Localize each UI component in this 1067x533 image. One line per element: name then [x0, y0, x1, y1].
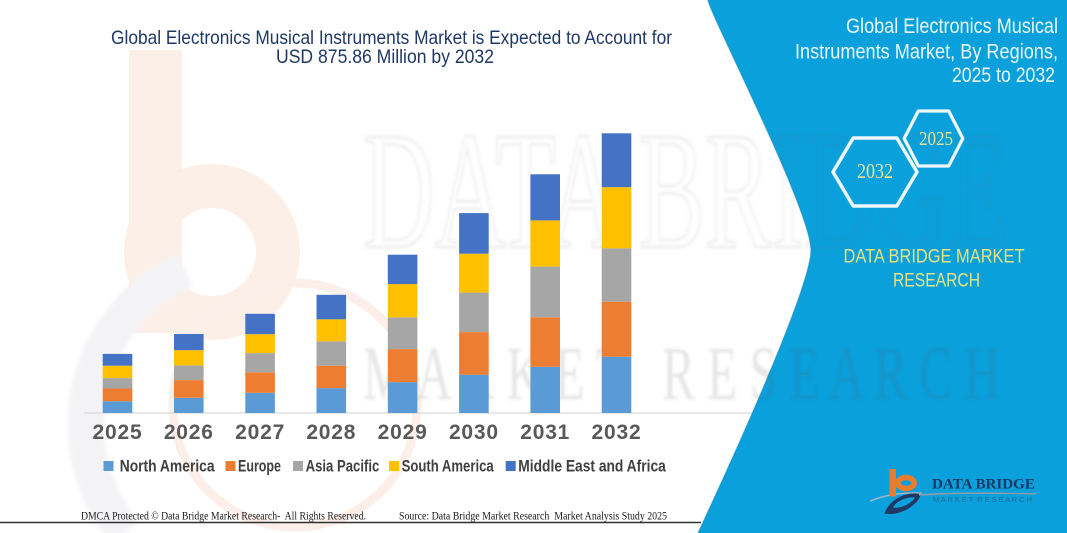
svg-text:M A R K E T R E S E A R C H: M A R K E T R E S E A R C H — [933, 495, 1032, 504]
svg-text:RESEARCH: RESEARCH — [893, 270, 980, 292]
svg-text:2027: 2027 — [235, 421, 285, 444]
svg-text:USD 875.86 Million by 2032: USD 875.86 Million by 2032 — [276, 46, 494, 68]
svg-text:Middle East and Africa: Middle East and Africa — [518, 458, 666, 476]
svg-text:2032: 2032 — [592, 421, 642, 444]
svg-text:M A R K E T R E S E A R C H: M A R K E T R E S E A R C H — [363, 332, 1000, 416]
svg-text:2025 to 2032: 2025 to 2032 — [952, 64, 1055, 87]
svg-text:2029: 2029 — [378, 421, 428, 444]
svg-text:Asia Pacific: Asia Pacific — [306, 458, 380, 476]
svg-text:Global Electronics Musical: Global Electronics Musical — [846, 15, 1058, 38]
svg-text:DMCA Protected © Data Bridge M: DMCA Protected © Data Bridge Market Rese… — [81, 509, 366, 523]
svg-text:2025: 2025 — [919, 128, 953, 150]
svg-text:Source: Data Bridge Market Res: Source: Data Bridge Market Research Mark… — [399, 509, 667, 523]
svg-text:2030: 2030 — [449, 421, 499, 444]
svg-text:Instruments Market, By Regions: Instruments Market, By Regions, — [795, 41, 1058, 64]
svg-text:South America: South America — [402, 458, 495, 476]
svg-text:Europe: Europe — [238, 458, 281, 476]
svg-text:DATA BRIDGE: DATA BRIDGE — [932, 477, 1035, 493]
svg-text:2025: 2025 — [93, 421, 143, 444]
svg-text:2031: 2031 — [520, 421, 570, 444]
svg-text:North America: North America — [120, 458, 216, 476]
svg-text:2028: 2028 — [306, 421, 356, 444]
svg-text:2032: 2032 — [857, 159, 893, 183]
svg-text:Global Electronics Musical Ins: Global Electronics Musical Instruments M… — [111, 27, 672, 49]
svg-text:2026: 2026 — [164, 421, 214, 444]
svg-text:DATA BRIDGE MARKET: DATA BRIDGE MARKET — [844, 246, 1025, 268]
